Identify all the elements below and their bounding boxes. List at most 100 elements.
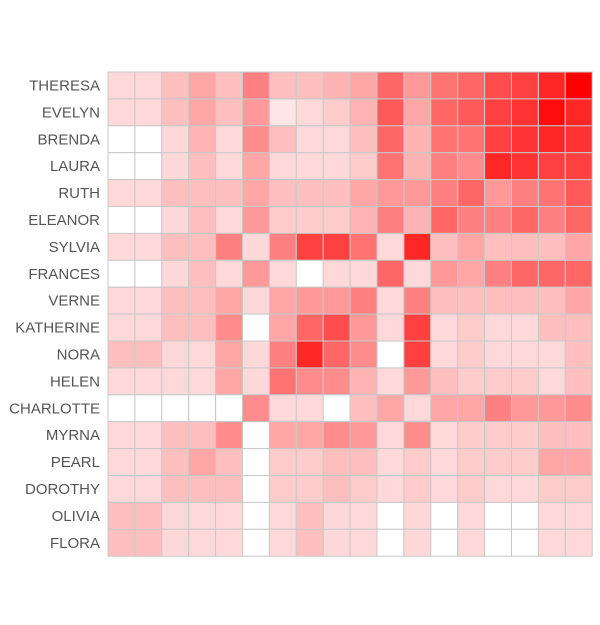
heatmap-cell [457,152,486,181]
heatmap-cell [376,394,405,423]
heatmap-cell [242,232,270,261]
heatmap-cell [322,125,351,154]
heatmap-cell [242,125,270,154]
heatmap-cell [161,501,190,530]
heatmap-cell [107,394,136,423]
heatmap-cell [403,206,432,234]
heatmap-cell [376,528,405,557]
heatmap-cell [215,98,244,127]
heatmap-cell [403,71,432,100]
heatmap-cell [484,394,513,423]
heatmap-cell [564,259,593,288]
heatmap-cell [376,71,405,100]
heatmap-cell [457,475,486,503]
row-label: CHARLOTTE [9,400,100,417]
heatmap-cell [457,394,486,423]
heatmap-cell [564,179,593,208]
heatmap-cell [134,448,163,477]
heatmap-cell [188,448,217,477]
heatmap-cell [134,179,163,208]
heatmap-cell [107,313,136,342]
heatmap-cell [322,259,351,288]
heatmap-cell [457,528,486,557]
heatmap-cell [215,475,244,503]
heatmap-cell [322,448,351,477]
heatmap-cell [511,448,539,477]
heatmap-cell [349,259,378,288]
heatmap-cell [537,475,566,503]
heatmap-cell [376,286,405,315]
row-label: KATHERINE [15,320,100,337]
heatmap-cell [215,286,244,315]
heatmap-cell [430,421,459,450]
heatmap-cell [242,98,270,127]
heatmap-cell [268,286,297,315]
heatmap-cell [349,98,378,127]
row-label: DOROTHY [25,481,100,498]
heatmap-cell [537,259,566,288]
row-label: NORA [57,346,100,363]
heatmap-cell [564,367,593,396]
heatmap-cell [268,259,297,288]
heatmap-cell [242,448,270,477]
heatmap-cell [430,286,459,315]
heatmap-cell [537,421,566,450]
heatmap-cell [403,152,432,181]
heatmap-cell [403,232,432,261]
heatmap-cell [457,125,486,154]
heatmap-cell [215,421,244,450]
heatmap-cell [188,501,217,530]
heatmap-cell [511,313,539,342]
heatmap-cell [511,286,539,315]
heatmap-cell [376,232,405,261]
heatmap-cell [107,501,136,530]
heatmap-cell [484,340,513,369]
heatmap-cell [161,448,190,477]
heatmap-cell [376,421,405,450]
heatmap-cell [537,232,566,261]
heatmap-cell [322,421,351,450]
heatmap-cell [161,259,190,288]
heatmap-cell [215,259,244,288]
heatmap-cell [242,475,270,503]
heatmap-cell [430,71,459,100]
heatmap-cell [564,475,593,503]
heatmap-cell [349,71,378,100]
heatmap-cell [511,367,539,396]
heatmap-cell [134,313,163,342]
heatmap-cell [215,125,244,154]
heatmap-cell [134,152,163,181]
heatmap-cell [295,421,324,450]
heatmap-cell [457,501,486,530]
heatmap-cell [161,125,190,154]
heatmap-cell [215,528,244,557]
heatmap-cell [430,528,459,557]
heatmap-cell [295,286,324,315]
heatmap-cell [268,71,297,100]
heatmap-cell [376,152,405,181]
heatmap-cell [295,367,324,396]
heatmap-cell [161,421,190,450]
heatmap-cell [268,125,297,154]
heatmap-cell [564,313,593,342]
heatmap-cell [537,501,566,530]
heatmap-cell [511,232,539,261]
heatmap-cell [511,206,539,234]
heatmap-cell [188,340,217,369]
heatmap-cell [511,528,539,557]
heatmap-cell [349,367,378,396]
heatmap-cell [511,179,539,208]
heatmap-cell [537,125,566,154]
heatmap-cell [484,98,513,127]
heatmap-cell [564,152,593,181]
heatmap-cell [188,206,217,234]
heatmap-cell [242,179,270,208]
heatmap-cell [161,98,190,127]
heatmap-cell [564,528,593,557]
heatmap-cell [322,367,351,396]
heatmap-cell [215,206,244,234]
heatmap-cell [430,125,459,154]
heatmap-cell [215,152,244,181]
heatmap-cell [322,206,351,234]
heatmap-cell [322,179,351,208]
